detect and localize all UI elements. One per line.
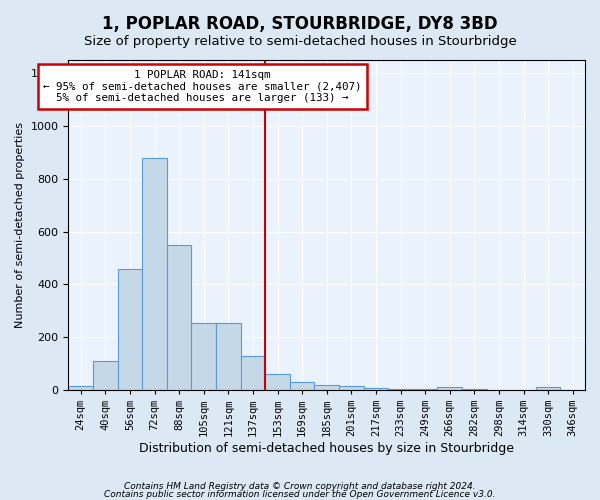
Text: Contains HM Land Registry data © Crown copyright and database right 2024.: Contains HM Land Registry data © Crown c…: [124, 482, 476, 491]
Bar: [364, 388, 388, 390]
Bar: [290, 382, 314, 390]
Text: Size of property relative to semi-detached houses in Stourbridge: Size of property relative to semi-detach…: [83, 35, 517, 48]
Text: 1, POPLAR ROAD, STOURBRIDGE, DY8 3BD: 1, POPLAR ROAD, STOURBRIDGE, DY8 3BD: [102, 15, 498, 33]
Y-axis label: Number of semi-detached properties: Number of semi-detached properties: [15, 122, 25, 328]
Bar: [142, 158, 167, 390]
Bar: [536, 386, 560, 390]
Bar: [68, 386, 93, 390]
Bar: [167, 245, 191, 390]
Bar: [265, 374, 290, 390]
Bar: [216, 322, 241, 390]
Text: Contains public sector information licensed under the Open Government Licence v3: Contains public sector information licen…: [104, 490, 496, 499]
Bar: [191, 322, 216, 390]
Text: 1 POPLAR ROAD: 141sqm
← 95% of semi-detached houses are smaller (2,407)
5% of se: 1 POPLAR ROAD: 141sqm ← 95% of semi-deta…: [43, 70, 362, 103]
Bar: [241, 356, 265, 390]
Bar: [339, 386, 364, 390]
Bar: [437, 386, 462, 390]
Bar: [93, 361, 118, 390]
X-axis label: Distribution of semi-detached houses by size in Stourbridge: Distribution of semi-detached houses by …: [139, 442, 514, 455]
Bar: [118, 268, 142, 390]
Bar: [314, 385, 339, 390]
